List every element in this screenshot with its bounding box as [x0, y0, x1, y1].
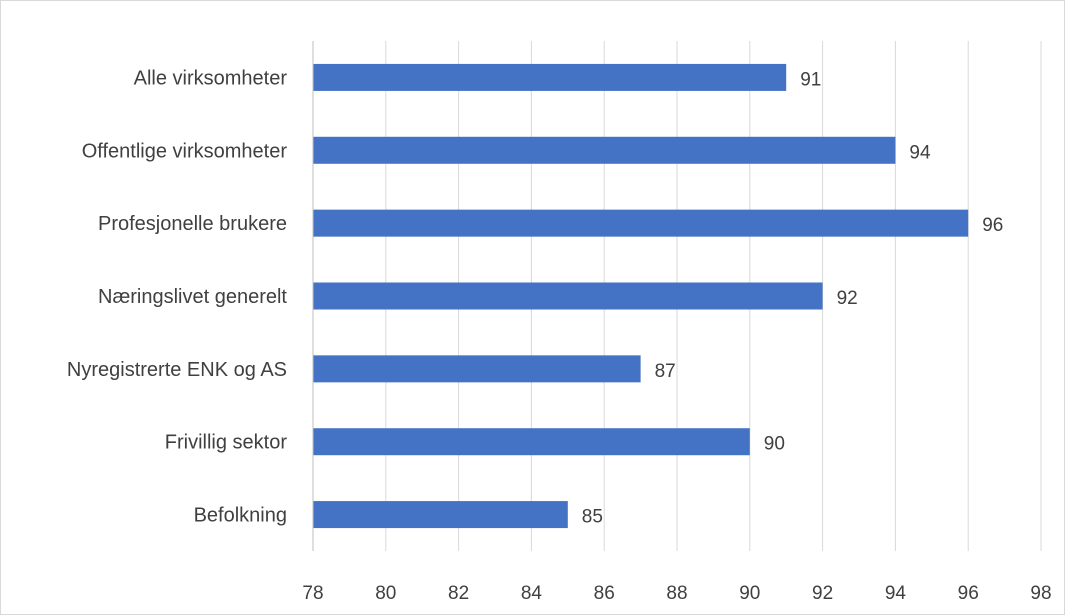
category-labels: Alle virksomheter Offentlige virksomheter… — [67, 67, 288, 526]
category-label: Befolkning — [194, 505, 287, 527]
x-tick-label: 80 — [375, 583, 396, 604]
data-label: 96 — [982, 215, 1003, 236]
data-label: 90 — [764, 434, 785, 455]
bar — [313, 282, 823, 310]
x-tick-label: 84 — [521, 583, 543, 604]
data-labels: 91 94 96 92 87 90 85 — [582, 69, 1004, 527]
category-label: Nyregistrerte ENK og AS — [67, 359, 287, 381]
bar — [313, 136, 896, 164]
x-tick-label: 94 — [885, 583, 907, 604]
x-tick-label: 92 — [812, 583, 833, 604]
data-label: 91 — [800, 69, 821, 90]
x-tick-label: 98 — [1030, 583, 1051, 604]
bars — [313, 63, 969, 529]
data-label: 85 — [582, 507, 603, 528]
bar — [313, 501, 568, 529]
bar — [313, 428, 750, 456]
category-label: Profesjonelle brukere — [98, 213, 287, 235]
x-tick-label: 78 — [302, 583, 323, 604]
bar — [313, 63, 787, 91]
x-tick-label: 96 — [958, 583, 979, 604]
x-tick-labels: 78 80 82 84 86 88 90 92 94 96 98 — [302, 583, 1051, 604]
category-label: Næringslivet generelt — [98, 286, 287, 308]
x-tick-label: 90 — [739, 583, 760, 604]
data-label: 94 — [909, 142, 931, 163]
x-tick-label: 88 — [666, 583, 687, 604]
data-label: 87 — [655, 361, 676, 382]
bar — [313, 355, 641, 383]
bar — [313, 209, 969, 237]
x-tick-label: 82 — [448, 583, 469, 604]
data-label: 92 — [837, 288, 858, 309]
x-tick-label: 86 — [594, 583, 615, 604]
category-label: Offentlige virksomheter — [82, 140, 288, 162]
category-label: Alle virksomheter — [134, 67, 288, 89]
category-label: Frivillig sektor — [165, 432, 288, 454]
